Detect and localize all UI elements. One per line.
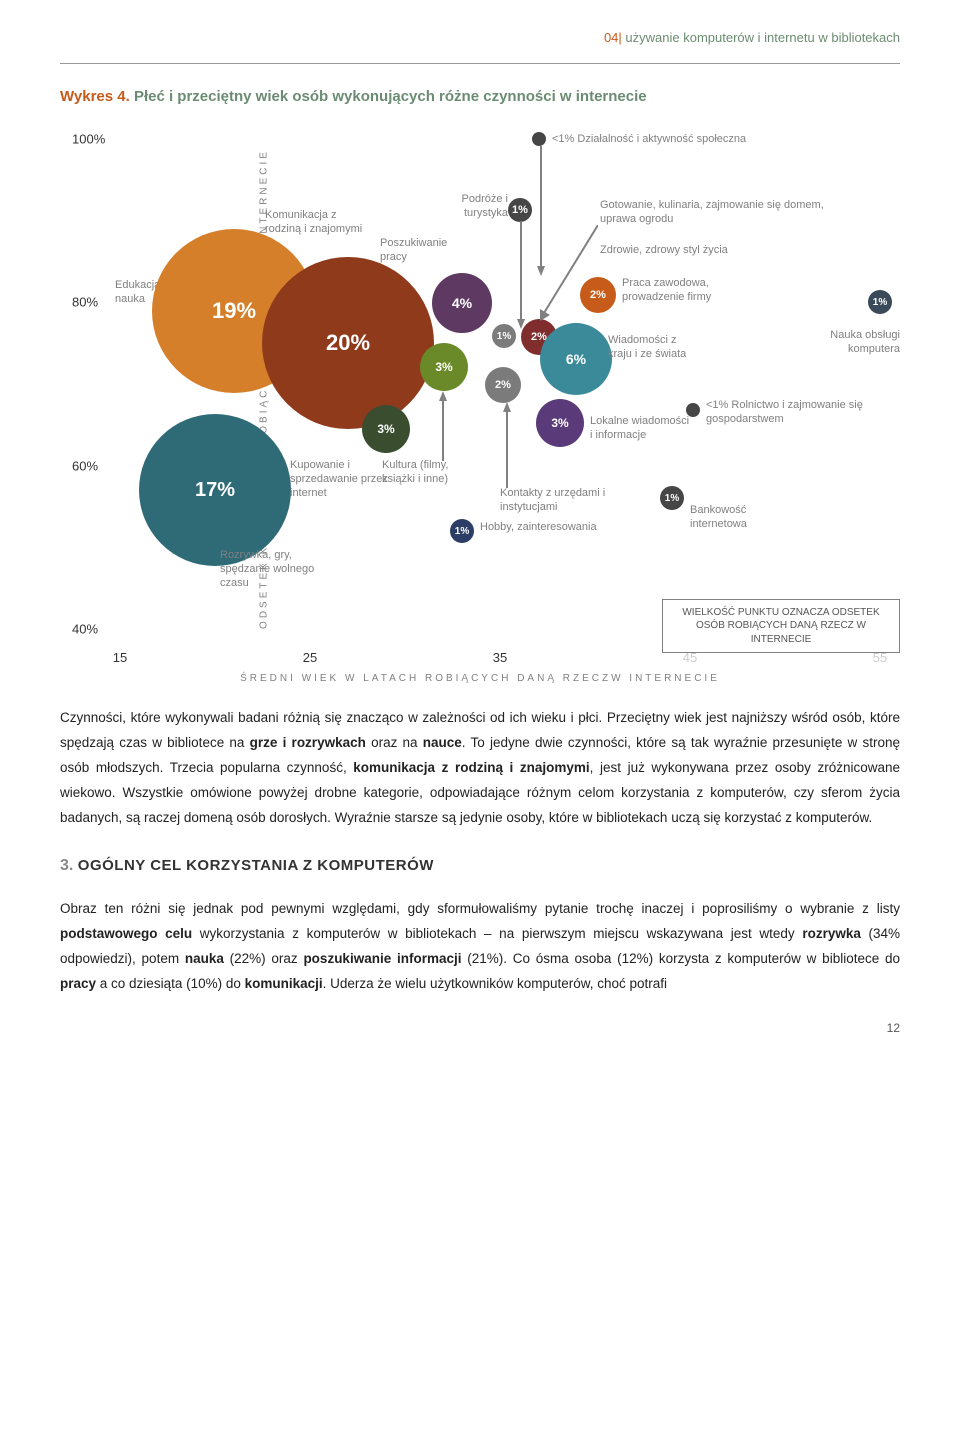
section-title: używanie komputerów i internetu w biblio… [622,30,900,45]
x-axis-label: ŚREDNI WIEK W LATACH ROBIĄCYCH DANĄ RZEC… [60,673,900,684]
figure-description: Płeć i przeciętny wiek osób wykonujących… [130,88,647,105]
bubble-dzialalnosc [532,132,546,146]
bubble-poszukiwanie: 4% [432,273,492,333]
bubble-label-kultura: Kultura (filmy, książki i inne) [382,459,482,487]
chart-note-box: WIELKOŚĆ PUNKTU OZNACZA ODSETEK OSÓB ROB… [662,599,900,654]
arrow-kontakty [500,402,514,488]
x-tick: 25 [303,650,317,665]
figure-title: Wykres 4. Płeć i przeciętny wiek osób wy… [60,88,900,105]
body-paragraph-1: Czynności, które wykonywali badani różni… [60,706,900,831]
body-paragraph-2: Obraz ten różni się jednak pod pewnymi w… [60,897,900,997]
bubble-komunikacja: 20% [262,257,434,429]
y-tick: 60% [72,459,98,474]
bubble-grey2: 2% [485,367,521,403]
bubble-label-bankowosc: Bankowość internetowa [690,504,790,532]
bubble-wiadomosci: 6% [540,323,612,395]
bubble-label-podroze: Podróże i turystyka [438,193,508,221]
bubble-label-wiadomosci: Wiadomości z kraju i ze świata [608,334,698,362]
bubble-label-hobby: Hobby, zainteresowania [480,521,600,535]
page-number: 12 [60,1021,900,1035]
section-number: 04| [604,30,622,45]
section-header: 04| używanie komputerów i internetu w bi… [60,30,900,45]
subsection-number: 3. [60,857,78,874]
bubble-chart: ODSETEK KOBIE WŚRÓD ROBIĄCYCH DANĄ RZECZ… [60,109,900,669]
header-rule [60,63,900,64]
arrow-kultura [438,391,448,461]
subsection-title: OGÓLNY CEL KORZYSTANIA Z KOMPUTERÓW [78,857,434,874]
bubble-label-rolnictwo: <1% Rolnictwo i zajmowanie się gospodars… [706,399,876,427]
bubble-label-nauka-komp: Nauka obsługi komputera [810,329,900,357]
bubble-label-kontakty: Kontakty z urzędami i instytucjami [500,487,640,515]
bubble-rolnictwo [686,403,700,417]
arrow-podroze [515,221,535,329]
x-tick: 15 [113,650,127,665]
bubble-bankowosc: 1% [660,486,684,510]
y-tick: 40% [72,622,98,637]
bubble-label-lokalne: Lokalne wiadomości i informacje [590,415,690,443]
bubble-kupowanie: 3% [362,405,410,453]
bubble-grey1: 1% [492,324,516,348]
bubble-label-zdrowie: Zdrowie, zdrowy styl życia [600,244,770,258]
figure-label: Wykres 4. [60,88,130,105]
bubble-label-poszukiwanie: Poszukiwanie pracy [380,237,470,265]
bubble-label-praca: Praca zawodowa, prowadzenie firmy [622,277,762,305]
bubble-nauka-komp: 1% [868,290,892,314]
bubble-praca: 2% [580,277,616,313]
y-tick: 100% [72,132,105,147]
arrow-dzialalnosc [536,146,546,276]
bubble-label-rozrywka: Rozrywka, gry, spędzanie wolnego czasu [220,549,340,590]
bubble-kultura: 3% [420,343,468,391]
bubble-label-komunikacja: Komunikacja z rodziną i znajomymi [265,209,375,237]
bubble-rozrywka: 17% [139,414,291,566]
bubble-label-gotowanie: Gotowanie, kulinaria, zajmowanie się dom… [600,199,850,227]
bubble-podroze: 1% [508,198,532,222]
bubble-hobby: 1% [450,519,474,543]
document-page: 04| używanie komputerów i internetu w bi… [0,0,960,1065]
bubble-lokalne: 3% [536,399,584,447]
y-tick: 80% [72,295,98,310]
x-tick: 35 [493,650,507,665]
subsection-heading: 3. OGÓLNY CEL KORZYSTANIA Z KOMPUTERÓW [60,857,900,875]
bubble-label-dzialalnosc: <1% Działalność i aktywność społeczna [552,133,762,147]
